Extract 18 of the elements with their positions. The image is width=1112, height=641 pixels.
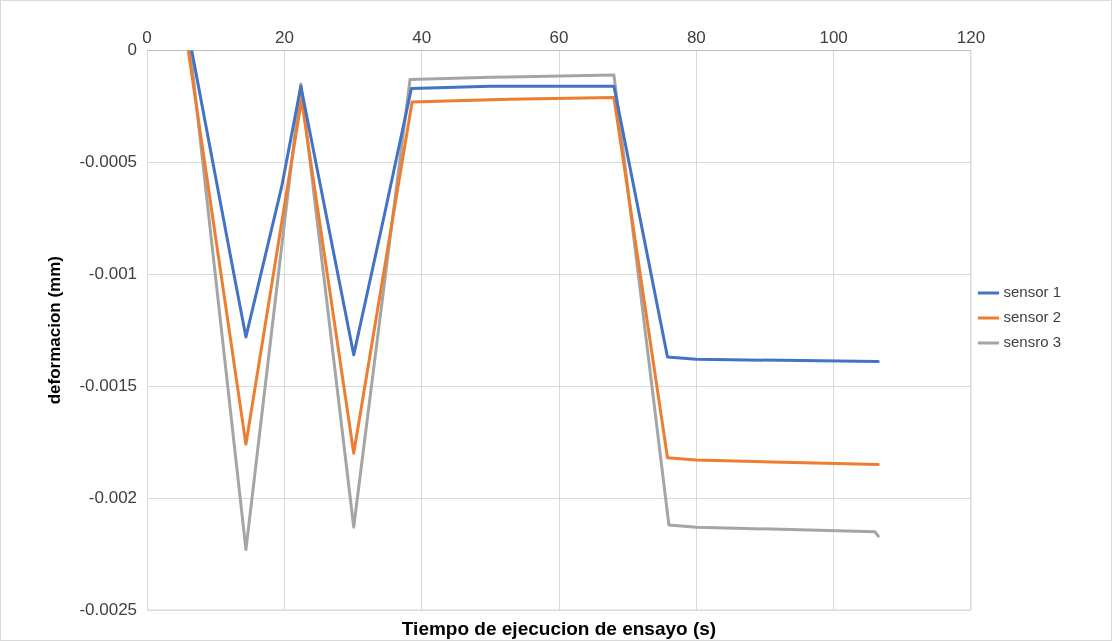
x-tick-label: 120 — [956, 27, 986, 47]
x-axis-title: Tiempo de ejecucion de ensayo (s) — [401, 617, 717, 639]
y-tick-label: 0 — [127, 40, 138, 60]
legend-label: sensor 1 — [1003, 283, 1062, 301]
y-tick-label: -0.0025 — [79, 599, 138, 619]
y-tick-label: -0.0015 — [79, 375, 138, 395]
x-tick-label: 80 — [686, 27, 706, 47]
x-tick-label: 20 — [274, 27, 294, 47]
x-tick-label: 60 — [549, 27, 569, 47]
y-axis-title: deformacion (mm) — [44, 256, 64, 405]
x-tick-label: 0 — [142, 27, 152, 47]
y-tick-label: -0.0005 — [79, 152, 138, 172]
y-tick-label: -0.002 — [88, 487, 138, 507]
legend-label: sensro 3 — [1003, 333, 1062, 351]
y-tick-label: -0.001 — [88, 263, 138, 283]
x-tick-label: 100 — [819, 27, 848, 47]
x-tick-label: 40 — [412, 27, 432, 47]
legend-label: sensor 2 — [1003, 308, 1062, 326]
